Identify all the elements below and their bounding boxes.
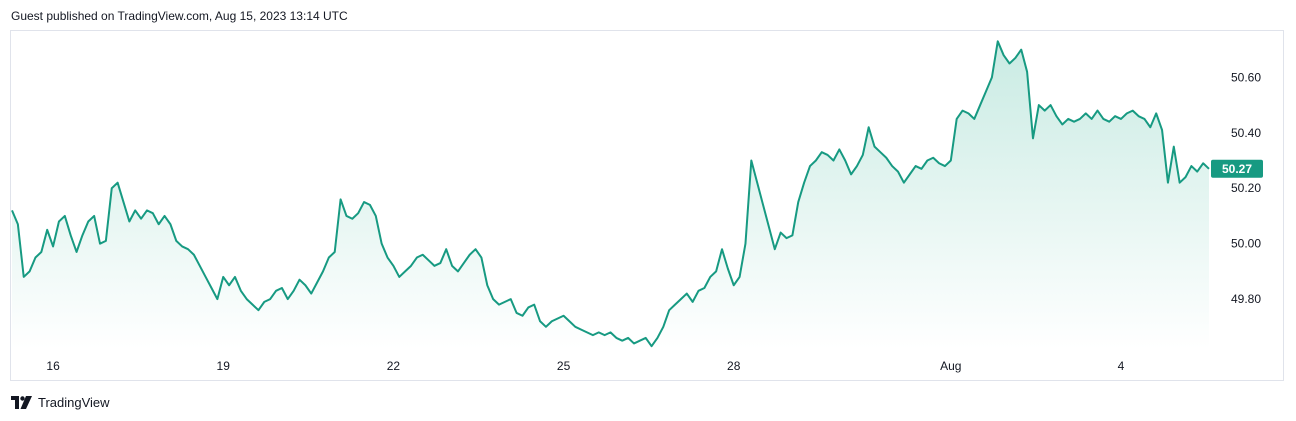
x-tick-label: 25 bbox=[557, 359, 571, 373]
price-series-line bbox=[11, 40, 1210, 348]
last-price-label: 50.27 bbox=[1222, 162, 1252, 176]
price-chart[interactable]: 50.60 50.40 50.20 50.00 49.80 16 19 22 25 28 Aug 4… bbox=[11, 31, 1285, 382]
y-tick-label: 50.40 bbox=[1231, 126, 1261, 140]
brand-footer[interactable]: TradingView bbox=[11, 394, 110, 410]
x-tick-label: 28 bbox=[727, 359, 741, 373]
x-tick-label: 4 bbox=[1118, 359, 1125, 373]
price-area-layer bbox=[12, 41, 1209, 349]
y-tick-label: 49.80 bbox=[1231, 292, 1261, 306]
published-caption: Guest published on TradingView.com, Aug … bbox=[11, 9, 348, 23]
time-axis[interactable]: 1619222528Aug47101312:00 bbox=[46, 359, 1285, 373]
x-tick-label: Aug bbox=[940, 359, 961, 373]
x-tick-label: 22 bbox=[387, 359, 401, 373]
y-tick-label: 50.20 bbox=[1231, 181, 1261, 195]
y-tick-label: 50.00 bbox=[1231, 237, 1261, 251]
last-price-badge bbox=[1211, 159, 1263, 178]
price-line-layer bbox=[11, 40, 1210, 348]
tradingview-brand-label: TradingView bbox=[38, 394, 110, 410]
last-price-layer: 50.27 bbox=[1211, 159, 1263, 178]
chart-panel[interactable]: 50.60 50.40 50.20 50.00 49.80 16 19 22 25 28 Aug 4… bbox=[10, 30, 1284, 381]
tradingview-logo-icon bbox=[11, 395, 32, 409]
y-tick-label: 50.60 bbox=[1231, 70, 1261, 84]
price-axis[interactable]: 50.60 50.40 50.20 50.00 49.80 bbox=[1231, 70, 1261, 306]
x-tick-label: 19 bbox=[217, 359, 231, 373]
x-tick-label: 16 bbox=[46, 359, 60, 373]
price-area-fill bbox=[12, 41, 1209, 349]
